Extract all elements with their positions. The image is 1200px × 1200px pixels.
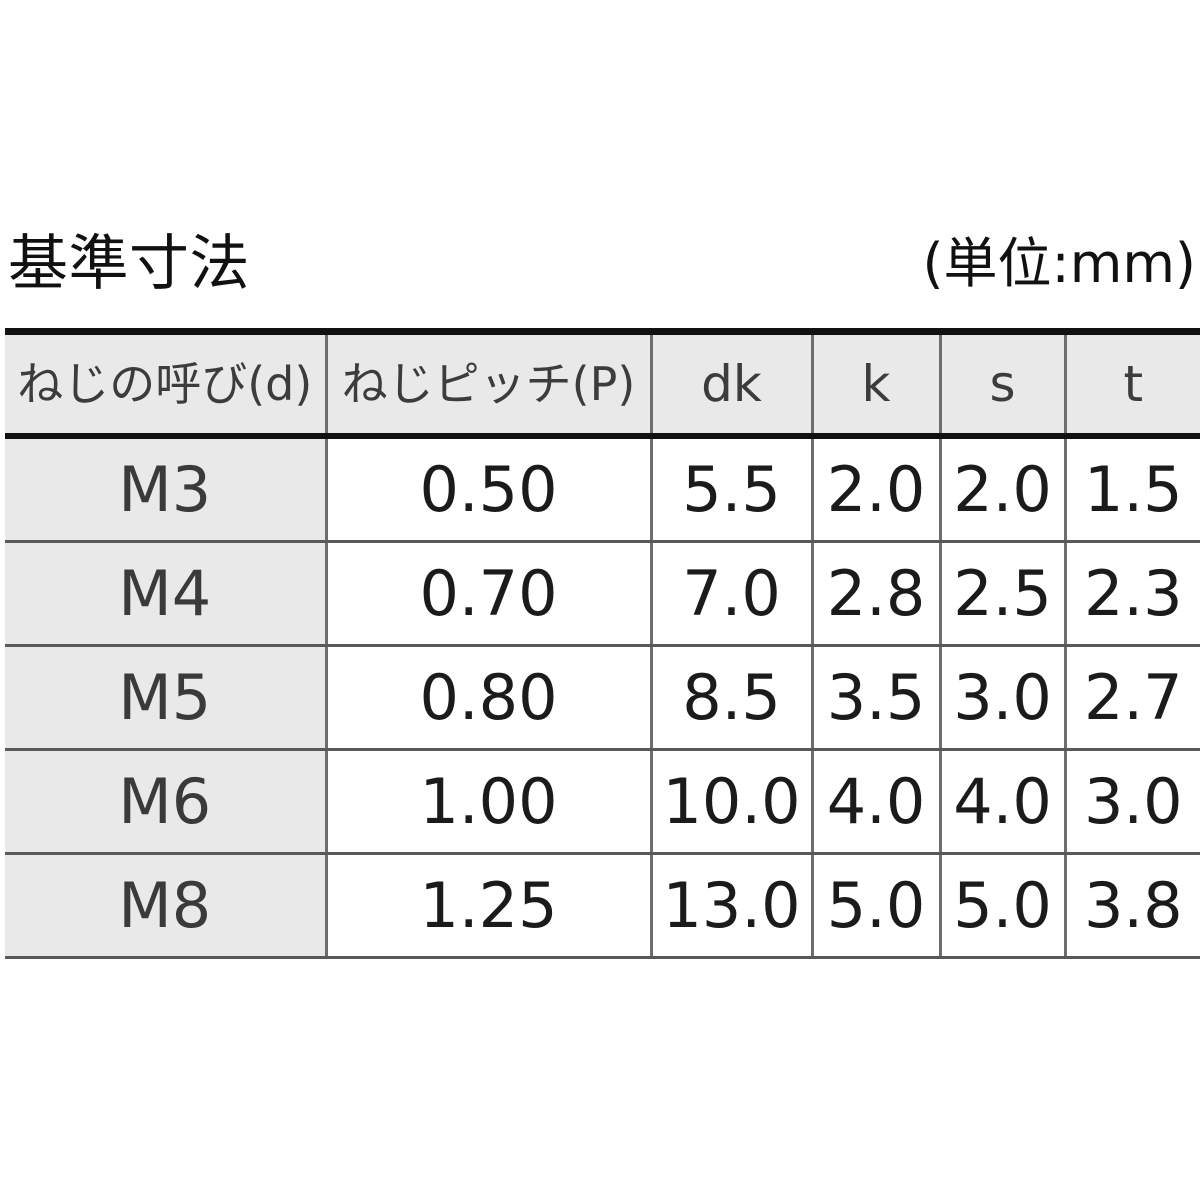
cell-k: 3.5 [810, 645, 942, 751]
cell-t: 3.0 [1063, 749, 1200, 855]
column-header-thread-pitch: ねじピッチ(P) [324, 328, 653, 439]
cell-k: 2.0 [810, 436, 942, 543]
cell-s: 2.5 [938, 541, 1067, 647]
cell-thread-size: M3 [5, 436, 328, 543]
cell-dk: 7.0 [649, 541, 814, 647]
column-header-dk: dk [649, 328, 814, 439]
cell-thread-pitch: 1.25 [324, 853, 653, 959]
table-row: M8 1.25 13.0 5.0 5.0 3.8 [5, 853, 1200, 959]
cell-thread-pitch: 0.50 [324, 436, 653, 543]
cell-t: 1.5 [1063, 436, 1200, 543]
column-header-k: k [810, 328, 942, 439]
column-header-thread-size: ねじの呼び(d) [5, 328, 328, 439]
cell-s: 3.0 [938, 645, 1067, 751]
table-body: M3 0.50 5.5 2.0 2.0 1.5 M4 0.70 7.0 2.8 … [5, 436, 1200, 959]
table-caption-row: 基準寸法 (単位:mm) [0, 232, 1200, 324]
unit-note: (単位:mm) [922, 232, 1196, 295]
cell-dk: 8.5 [649, 645, 814, 751]
cell-s: 2.0 [938, 436, 1067, 543]
cell-thread-size: M8 [5, 853, 328, 959]
cell-thread-pitch: 1.00 [324, 749, 653, 855]
cell-t: 3.8 [1063, 853, 1200, 959]
cell-dk: 10.0 [649, 749, 814, 855]
cell-k: 5.0 [810, 853, 942, 959]
table-row: M3 0.50 5.5 2.0 2.0 1.5 [5, 436, 1200, 543]
table-row: M6 1.00 10.0 4.0 4.0 3.0 [5, 749, 1200, 855]
table-row: M5 0.80 8.5 3.5 3.0 2.7 [5, 645, 1200, 751]
cell-dk: 13.0 [649, 853, 814, 959]
page-title: 基準寸法 [8, 229, 250, 299]
table-header: ねじの呼び(d) ねじピッチ(P) dk k s t [5, 328, 1200, 439]
spec-table-container: ねじの呼び(d) ねじピッチ(P) dk k s t M3 0.50 5.5 2… [5, 328, 1200, 959]
cell-t: 2.7 [1063, 645, 1200, 751]
cell-s: 5.0 [938, 853, 1067, 959]
dimensions-table: ねじの呼び(d) ねじピッチ(P) dk k s t M3 0.50 5.5 2… [5, 328, 1200, 959]
cell-s: 4.0 [938, 749, 1067, 855]
column-header-s: s [938, 328, 1067, 439]
cell-dk: 5.5 [649, 436, 814, 543]
cell-thread-size: M6 [5, 749, 328, 855]
header-row: ねじの呼び(d) ねじピッチ(P) dk k s t [5, 328, 1200, 439]
cell-k: 4.0 [810, 749, 942, 855]
cell-thread-pitch: 0.80 [324, 645, 653, 751]
cell-thread-size: M4 [5, 541, 328, 647]
cell-thread-size: M5 [5, 645, 328, 751]
table-row: M4 0.70 7.0 2.8 2.5 2.3 [5, 541, 1200, 647]
column-header-t: t [1063, 328, 1200, 439]
cell-t: 2.3 [1063, 541, 1200, 647]
cell-k: 2.8 [810, 541, 942, 647]
cell-thread-pitch: 0.70 [324, 541, 653, 647]
